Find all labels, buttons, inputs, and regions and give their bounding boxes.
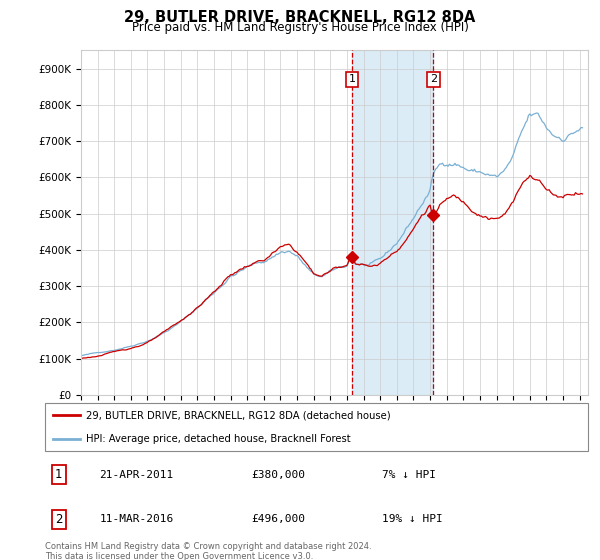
Text: 29, BUTLER DRIVE, BRACKNELL, RG12 8DA: 29, BUTLER DRIVE, BRACKNELL, RG12 8DA (124, 10, 476, 25)
Text: £496,000: £496,000 (251, 515, 305, 524)
Text: 7% ↓ HPI: 7% ↓ HPI (382, 470, 436, 479)
Text: 21-APR-2011: 21-APR-2011 (100, 470, 173, 479)
Text: 2: 2 (55, 513, 62, 526)
Text: HPI: Average price, detached house, Bracknell Forest: HPI: Average price, detached house, Brac… (86, 434, 350, 444)
Bar (352, 50, 433, 395)
Text: 11-MAR-2016: 11-MAR-2016 (100, 515, 173, 524)
Text: 1: 1 (55, 468, 62, 481)
Text: 2: 2 (430, 74, 437, 85)
Text: 1: 1 (349, 74, 355, 85)
Text: 29, BUTLER DRIVE, BRACKNELL, RG12 8DA (detached house): 29, BUTLER DRIVE, BRACKNELL, RG12 8DA (d… (86, 410, 391, 420)
Text: £380,000: £380,000 (251, 470, 305, 479)
FancyBboxPatch shape (45, 403, 588, 451)
Text: Contains HM Land Registry data © Crown copyright and database right 2024.
This d: Contains HM Land Registry data © Crown c… (45, 542, 371, 560)
Text: 19% ↓ HPI: 19% ↓ HPI (382, 515, 442, 524)
Text: Price paid vs. HM Land Registry's House Price Index (HPI): Price paid vs. HM Land Registry's House … (131, 21, 469, 34)
